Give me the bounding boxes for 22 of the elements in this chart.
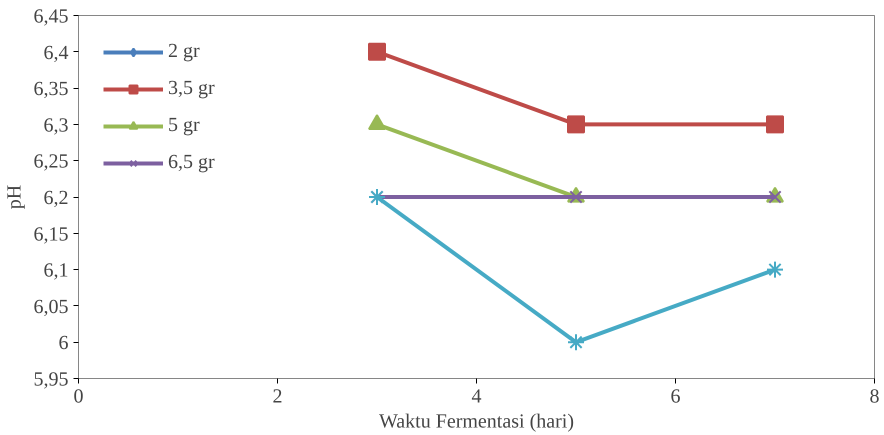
y-tick-label: 5,95 — [34, 368, 68, 390]
y-tick-label: 6,15 — [34, 223, 68, 246]
legend-label: 2 gr — [168, 40, 200, 63]
y-tick-label: 6,2 — [44, 187, 68, 209]
legend-label: 3,5 gr — [168, 77, 215, 100]
x-tick-label: 2 — [272, 386, 282, 408]
x-tick-label: 0 — [74, 386, 84, 408]
y-tick-label: 6,1 — [44, 260, 68, 282]
y-tick-label: 6,3 — [44, 114, 68, 136]
x-tick-label: 4 — [472, 386, 482, 408]
y-axis-title: pH — [4, 184, 26, 210]
y-tick-label: 6,35 — [34, 78, 68, 100]
legend-label: 6,5 gr — [168, 151, 215, 174]
x-tick-label: 8 — [870, 386, 880, 408]
y-tick-label: 6,25 — [34, 150, 68, 173]
y-tick-label: 6 — [58, 332, 68, 354]
y-tick-label: 6,4 — [44, 42, 68, 64]
x-axis-title: Waktu Fermentasi (hari) — [379, 410, 574, 432]
legend-label: 5 gr — [168, 114, 200, 137]
x-tick-label: 6 — [670, 386, 680, 408]
y-tick-label: 6,45 — [34, 6, 68, 28]
y-tick-label: 6,05 — [34, 296, 68, 318]
